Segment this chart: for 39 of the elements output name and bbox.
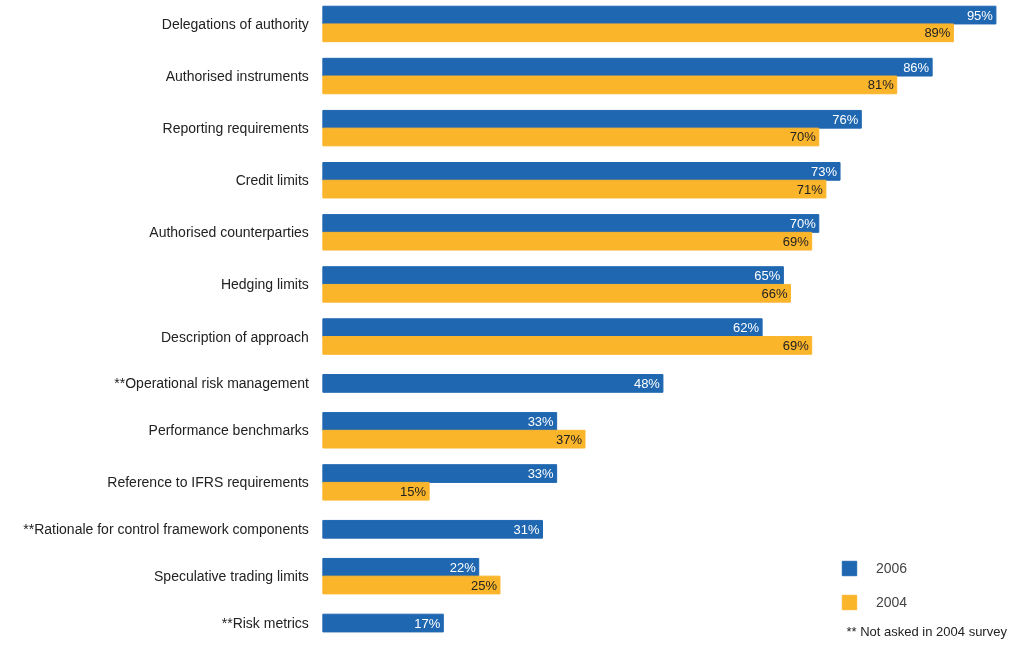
data-label: 62% bbox=[733, 320, 760, 336]
y-tick-label: **Risk metrics bbox=[221, 615, 309, 632]
data-label: 86% bbox=[903, 59, 930, 75]
data-label: 33% bbox=[527, 466, 555, 482]
y-tick-label: Authorised counterparties bbox=[149, 224, 309, 241]
data-label: 33% bbox=[527, 413, 555, 429]
data-label: 71% bbox=[796, 181, 824, 197]
data-label: 17% bbox=[414, 615, 441, 631]
legend-label: 2006 bbox=[876, 560, 908, 576]
data-label: 66% bbox=[761, 285, 788, 301]
annotation: ** Not asked in 2004 survey bbox=[846, 623, 1008, 639]
y-tick-label: Speculative trading limits bbox=[154, 568, 309, 585]
y-tick-label: **Rationale for control framework components bbox=[23, 521, 309, 538]
data-label: 69% bbox=[782, 337, 810, 353]
y-tick-label: Authorised instruments bbox=[165, 68, 309, 85]
y-tick-label: Delegations of authority bbox=[161, 15, 309, 32]
y-tick-label: Reporting requirements bbox=[162, 120, 309, 137]
data-label: 89% bbox=[924, 25, 951, 41]
y-tick-label: Description of approach bbox=[161, 328, 309, 345]
data-label: 76% bbox=[832, 111, 859, 127]
legend-label: 2004 bbox=[876, 594, 908, 610]
y-tick-label: Hedging limits bbox=[220, 276, 309, 293]
data-label: 70% bbox=[789, 215, 817, 231]
data-label: 22% bbox=[449, 559, 477, 575]
data-label: 73% bbox=[811, 163, 838, 179]
data-label: 65% bbox=[754, 268, 781, 284]
y-tick-label: **Operational risk management bbox=[114, 375, 309, 392]
data-label: 25% bbox=[470, 577, 498, 593]
data-label: 31% bbox=[513, 521, 540, 537]
y-tick-label: Reference to IFRS requirements bbox=[107, 474, 309, 491]
data-label: 95% bbox=[966, 7, 994, 23]
data-label: 15% bbox=[400, 483, 427, 499]
data-label: 48% bbox=[633, 375, 661, 391]
y-tick-label: Performance benchmarks bbox=[148, 422, 309, 439]
data-label: 37% bbox=[555, 431, 583, 447]
y-tick-label: Credit limits bbox=[235, 172, 309, 189]
data-label: 69% bbox=[782, 233, 810, 249]
data-label: 70% bbox=[789, 129, 817, 145]
data-label: 81% bbox=[867, 77, 895, 93]
